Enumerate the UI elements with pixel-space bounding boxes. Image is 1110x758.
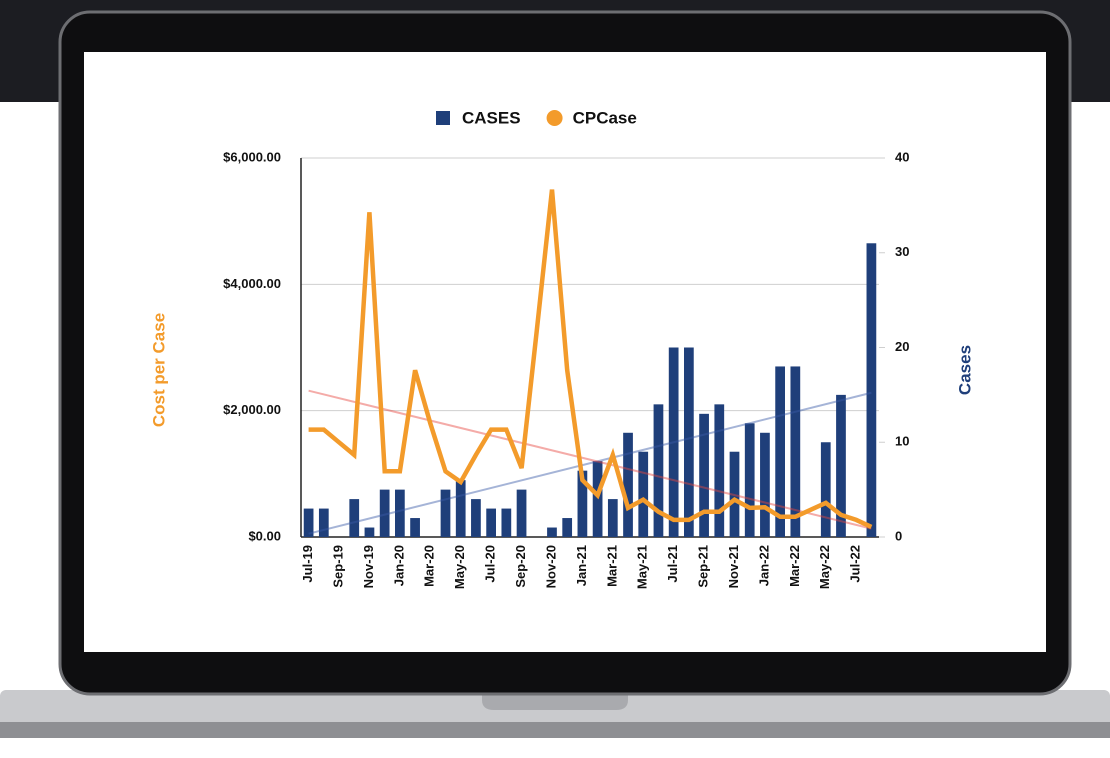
x-tick-label: Nov-19 (361, 545, 376, 588)
x-tick-label: May-22 (817, 545, 832, 589)
bar (760, 433, 770, 537)
bar (593, 461, 603, 537)
mockup: Cost per Case Cases $0.00 $2,000.00 $4,000… (0, 0, 1110, 753)
bar (684, 348, 694, 538)
bar (654, 404, 664, 537)
legend-label: CPCase (573, 108, 637, 127)
bar (410, 518, 420, 537)
x-tick-label: Sep-19 (330, 545, 345, 588)
bar (775, 366, 785, 537)
x-tick-label: Nov-20 (543, 545, 558, 588)
y-tick-label: $0.00 (248, 528, 281, 543)
legend-swatch (436, 111, 450, 125)
x-tick-label: May-20 (452, 545, 467, 589)
bar (365, 528, 375, 537)
bar (471, 499, 481, 537)
x-tick-label: Mar-20 (422, 545, 437, 587)
laptop-base-edge (0, 722, 1110, 738)
bar (456, 480, 466, 537)
x-tick-label: Sep-21 (696, 545, 711, 588)
y2-tick-label: 0 (895, 528, 902, 543)
y-tick-label: $6,000.00 (223, 149, 281, 164)
x-tick-label: Jul-20 (483, 545, 498, 583)
bar (821, 442, 831, 537)
x-tick-label: Jul-21 (665, 545, 680, 583)
x-tick-label: Sep-20 (513, 545, 528, 588)
bar (441, 490, 451, 537)
y-tick-label: $4,000.00 (223, 276, 281, 291)
x-tick-label: Nov-21 (726, 545, 741, 588)
bar (623, 433, 633, 537)
bar (547, 528, 557, 537)
x-tick-label: Mar-21 (604, 545, 619, 587)
bar (395, 490, 405, 537)
bar (714, 404, 724, 537)
bar (699, 414, 709, 537)
x-tick-label: Jan-20 (391, 545, 406, 586)
bar (517, 490, 527, 537)
y2-axis-title: Cases (955, 345, 974, 395)
y2-tick-label: 20 (895, 339, 909, 354)
y2-tick-label: 30 (895, 244, 909, 259)
x-tick-label: May-21 (635, 545, 650, 589)
bar (867, 243, 877, 537)
bar (501, 509, 511, 537)
bar (349, 499, 359, 537)
x-tick-label: Jan-22 (756, 545, 771, 586)
x-tick-label: Jan-21 (574, 545, 589, 586)
x-tick-label: Jul-19 (300, 545, 315, 583)
bar (486, 509, 496, 537)
y-tick-label: $2,000.00 (223, 402, 281, 417)
legend-label: CASES (462, 108, 521, 127)
x-tick-label: Mar-22 (787, 545, 802, 587)
bar (638, 452, 648, 537)
y-axis-title: Cost per Case (149, 313, 168, 427)
y2-tick-label: 10 (895, 434, 909, 449)
bar (608, 499, 618, 537)
bar (319, 509, 329, 537)
legend-swatch (547, 110, 563, 126)
y2-tick-label: 40 (895, 149, 909, 164)
bar (745, 423, 755, 537)
bar (562, 518, 572, 537)
x-tick-label: Jul-22 (848, 545, 863, 583)
